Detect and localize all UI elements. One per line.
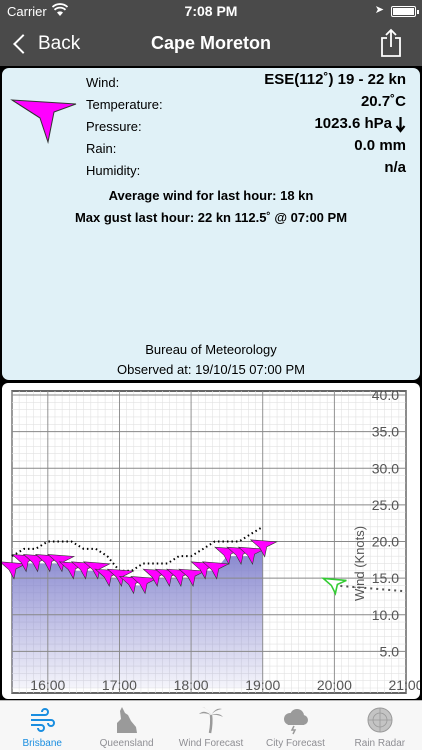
humidity-value: n/a xyxy=(384,159,406,176)
back-label: Back xyxy=(38,33,81,54)
battery-icon xyxy=(391,6,419,17)
wind-barb-mark xyxy=(249,539,278,558)
gust-series-line xyxy=(11,525,264,572)
radar-icon xyxy=(367,707,393,733)
carrier-label: Carrier xyxy=(7,4,47,19)
storm-cloud-icon xyxy=(284,709,309,735)
y-tick-label: 30.0 xyxy=(372,460,399,476)
tab-queensland[interactable]: Queensland xyxy=(84,701,168,750)
tab-city-forecast-label: City Forecast xyxy=(265,738,325,749)
tab-rain-radar-label: Rain Radar xyxy=(354,738,406,749)
humidity-row: Humidity: n/a xyxy=(86,159,406,179)
nav-bar: Carrier 7:08 PM ➤ Back Cape Moreton xyxy=(0,0,422,66)
clock: 7:08 PM xyxy=(184,3,238,19)
y-tick-label: 15.0 xyxy=(372,570,399,586)
observed-time-text: Observed at: 19/10/15 07:00 PM xyxy=(117,362,305,377)
forecast-barb-mark xyxy=(320,577,347,596)
rain-label: Rain: xyxy=(86,141,117,156)
x-tick-label: 16:00 xyxy=(30,677,65,693)
observation-card: Wind: ESE(112˚) 19 - 22 kn Temperature: … xyxy=(2,68,420,380)
x-tick-label: 18:00 xyxy=(174,677,209,693)
rain-value: 0.0 mm xyxy=(354,137,406,154)
wind-row: Wind: ESE(112˚) 19 - 22 kn xyxy=(86,71,406,91)
status-bar: Carrier 7:08 PM ➤ xyxy=(0,0,422,22)
y-tick-label: 40.0 xyxy=(372,387,399,403)
y-tick-label: 10.0 xyxy=(372,607,399,623)
x-tick-label: 20:00 xyxy=(317,677,352,693)
y-tick-label: 25.0 xyxy=(372,497,399,513)
average-wind-text: Average wind for last hour: 18 kn xyxy=(108,188,314,203)
tab-brisbane[interactable]: Brisbane xyxy=(0,701,84,750)
queensland-map-icon xyxy=(116,707,137,733)
max-gust-text: Max gust last hour: 22 kn 112.5˚ @ 07:00… xyxy=(74,210,348,225)
temperature-value: 20.7˚C xyxy=(360,93,406,110)
source-text: Bureau of Meteorology xyxy=(145,342,277,357)
y-axis-label: Wind (Knots) xyxy=(352,526,367,601)
x-tick-label: 17:00 xyxy=(102,677,137,693)
tab-bar: Brisbane Queensland Wind Forecast City F… xyxy=(0,700,422,750)
temperature-row: Temperature: 20.7˚C xyxy=(86,93,406,113)
wind-chart[interactable]: 5.0 10.0 15.0 20.0 25.0 30.0 35.0 40.0 Wind (Kno… xyxy=(2,383,420,699)
y-tick-label: 20.0 xyxy=(372,534,399,550)
x-tick-label: 19:00 xyxy=(245,677,280,693)
tab-wind-forecast-label: Wind Forecast xyxy=(178,738,244,749)
tab-wind-forecast[interactable]: Wind Forecast xyxy=(169,701,253,750)
tab-brisbane-label: Brisbane xyxy=(22,738,62,749)
arrow-down-icon xyxy=(395,117,406,133)
humidity-label: Humidity: xyxy=(86,163,141,178)
rain-row: Rain: 0.0 mm xyxy=(86,137,406,157)
location-icon: ➤ xyxy=(374,4,384,16)
y-tick-label: 35.0 xyxy=(372,424,399,440)
tab-queensland-label: Queensland xyxy=(99,738,154,749)
wind-barb-mark xyxy=(201,561,230,580)
wind-label: Wind: xyxy=(86,75,120,90)
palm-tree-icon xyxy=(199,707,224,734)
pressure-value: 1023.6 hPa xyxy=(314,115,392,132)
x-tick-label: 21:00 xyxy=(388,677,420,693)
tab-rain-radar[interactable]: Rain Radar xyxy=(338,701,422,750)
wifi-icon xyxy=(52,3,68,16)
pressure-row: Pressure: 1023.6 hPa xyxy=(86,115,406,135)
tab-city-forecast[interactable]: City Forecast xyxy=(253,701,337,750)
wind-direction-arrow-icon xyxy=(10,99,77,144)
back-button[interactable]: Back xyxy=(10,30,80,58)
pressure-label: Pressure: xyxy=(86,119,142,134)
wind-value: ESE(112˚) 19 - 22 kn xyxy=(264,71,406,88)
wind-icon xyxy=(31,708,56,732)
temperature-label: Temperature: xyxy=(86,97,163,112)
wind-chart-svg: 5.0 10.0 15.0 20.0 25.0 30.0 35.0 40.0 Wind (Kno… xyxy=(2,387,420,694)
share-icon[interactable] xyxy=(378,28,404,58)
wind-barb-mark xyxy=(106,568,135,587)
chevron-left-icon xyxy=(13,34,33,54)
y-tick-label: 5.0 xyxy=(380,643,400,659)
wind-area-series xyxy=(12,548,263,688)
